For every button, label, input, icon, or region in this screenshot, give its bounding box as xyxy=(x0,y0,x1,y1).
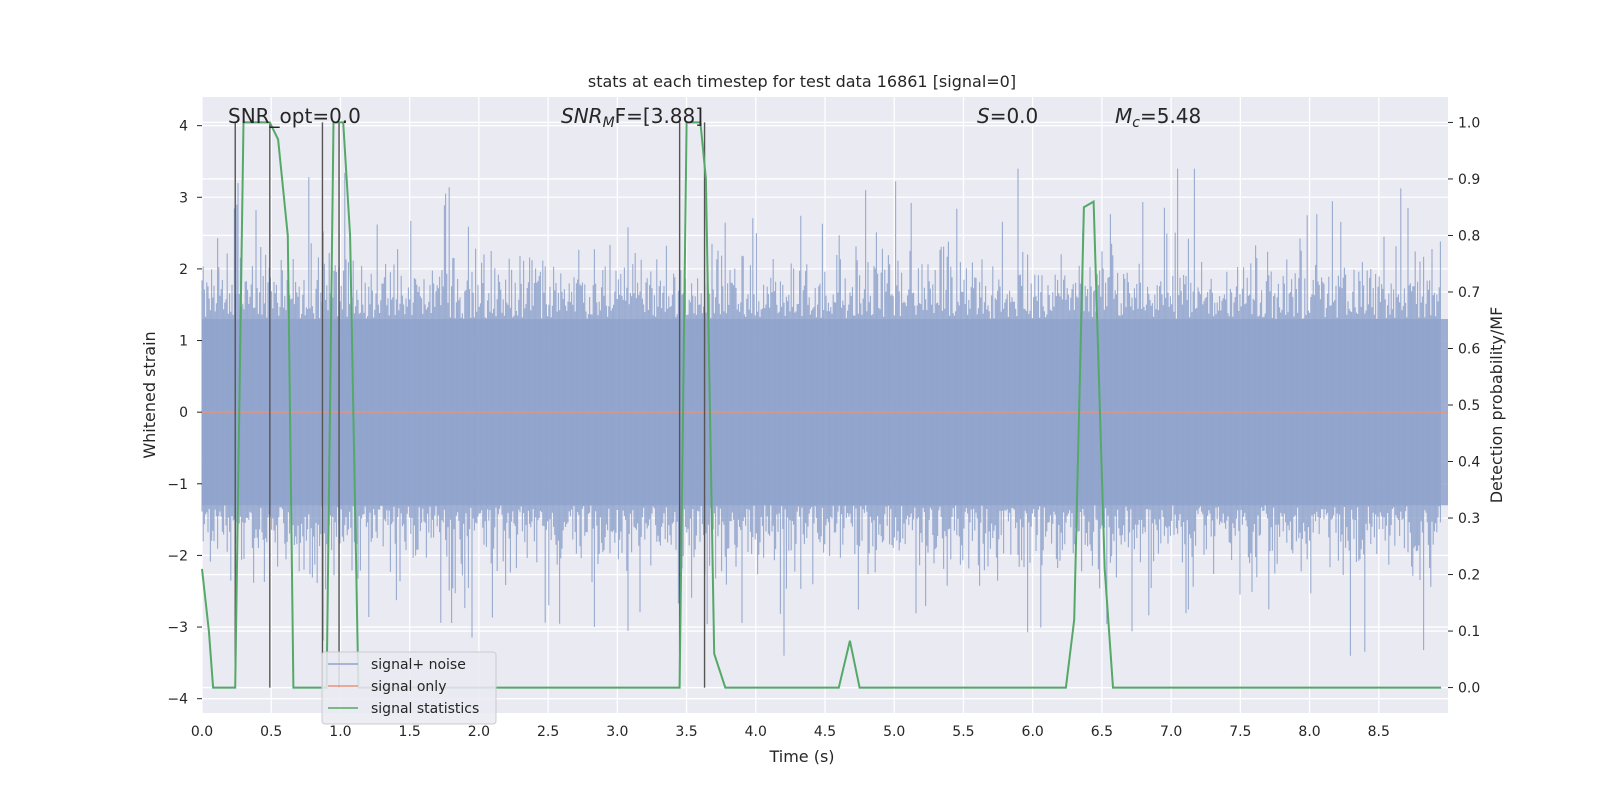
x-tick-label: 4.5 xyxy=(814,724,836,740)
mc-annotation: Mc=5.48 xyxy=(1115,104,1201,131)
mc-sub: c xyxy=(1132,115,1140,131)
y2-tick-label: 1.0 xyxy=(1458,115,1480,131)
y-tick-label: 1 xyxy=(179,334,188,350)
s-label: S xyxy=(977,104,990,128)
y-tick-label: −4 xyxy=(167,692,188,708)
signal-statistics-series xyxy=(201,121,1442,689)
mc-value: =5.48 xyxy=(1140,104,1201,128)
x-tick-label: 2.5 xyxy=(537,724,559,740)
x-tick-label: 3.5 xyxy=(675,724,697,740)
annotations: SNR_opt=0.0 SNRMF=[3.88] S=0.0 Mc=5.48 xyxy=(228,104,1201,131)
x-tick-label: 8.5 xyxy=(1368,724,1390,740)
snr-mf-annotation: SNRMF=[3.88] xyxy=(561,104,703,131)
ticks: 0.0 0.5 1.0 1.5 2.0 2.5 3.0 3.5 4.0 4.5 5.0 5.5 6.0 6… xyxy=(167,115,1480,740)
x-tick-label: 0.0 xyxy=(191,724,213,740)
y-tick-label: −1 xyxy=(167,477,188,493)
snr-opt-annotation: SNR_opt=0.0 xyxy=(228,104,361,128)
snr-mf-prefix: SNR xyxy=(561,104,603,128)
s-annotation: S=0.0 xyxy=(977,104,1038,128)
snr-mf-sub: M xyxy=(603,115,615,131)
y2-tick-label: 0.4 xyxy=(1458,455,1480,471)
x-axis-label: Time (s) xyxy=(768,747,834,766)
legend-box xyxy=(321,651,497,725)
snr-mf-suffix: F=[3.88] xyxy=(615,104,703,128)
x-tick-label: 2.0 xyxy=(468,724,490,740)
legend-label-signal: signal only xyxy=(371,679,446,695)
y2-tick-label: 0.3 xyxy=(1458,511,1480,527)
y2-tick-label: 0.7 xyxy=(1458,285,1480,301)
y-tick-label: 2 xyxy=(179,262,188,278)
x-tick-label: 5.5 xyxy=(952,724,974,740)
legend-label-stats: signal statistics xyxy=(371,701,479,717)
y2-tick-label: 0.9 xyxy=(1458,172,1480,188)
x-tick-label: 6.0 xyxy=(1022,724,1044,740)
x-tick-label: 1.5 xyxy=(399,724,421,740)
x-tick-label: 1.0 xyxy=(329,724,351,740)
x-tick-label: 7.0 xyxy=(1160,724,1182,740)
y-tick-label: −2 xyxy=(167,548,188,564)
x-tick-label: 0.5 xyxy=(260,724,282,740)
y-tick-label: 4 xyxy=(179,119,188,135)
y-tick-label: 3 xyxy=(179,190,188,206)
x-tick-label: 7.5 xyxy=(1229,724,1251,740)
y-tick-label: −3 xyxy=(167,620,188,636)
y2-tick-label: 0.8 xyxy=(1458,228,1480,244)
legend: signal+ noise signal only signal statist… xyxy=(321,651,497,725)
x-tick-label: 4.0 xyxy=(745,724,767,740)
legend-label-noise: signal+ noise xyxy=(371,657,466,673)
trigger-lines xyxy=(234,122,706,688)
y2-tick-label: 0.5 xyxy=(1458,398,1480,414)
y-axis-label: Whitened strain xyxy=(140,331,159,458)
y2-tick-label: 0.1 xyxy=(1458,624,1480,640)
x-tick-label: 3.0 xyxy=(606,724,628,740)
y2-tick-label: 0.2 xyxy=(1458,568,1480,584)
mc-label: M xyxy=(1115,104,1132,128)
y2-axis-label: Detection probability/MF xyxy=(1487,307,1506,504)
x-tick-label: 8.0 xyxy=(1298,724,1320,740)
x-tick-label: 5.0 xyxy=(883,724,905,740)
s-value: =0.0 xyxy=(990,104,1039,128)
y2-tick-label: 0.6 xyxy=(1458,341,1480,357)
y-tick-label: 0 xyxy=(179,405,188,421)
signal-statistics-line xyxy=(201,121,1442,689)
chart-title: stats at each timestep for test data 168… xyxy=(588,72,1016,91)
y2-tick-label: 0.0 xyxy=(1458,681,1480,697)
x-tick-label: 6.5 xyxy=(1091,724,1113,740)
